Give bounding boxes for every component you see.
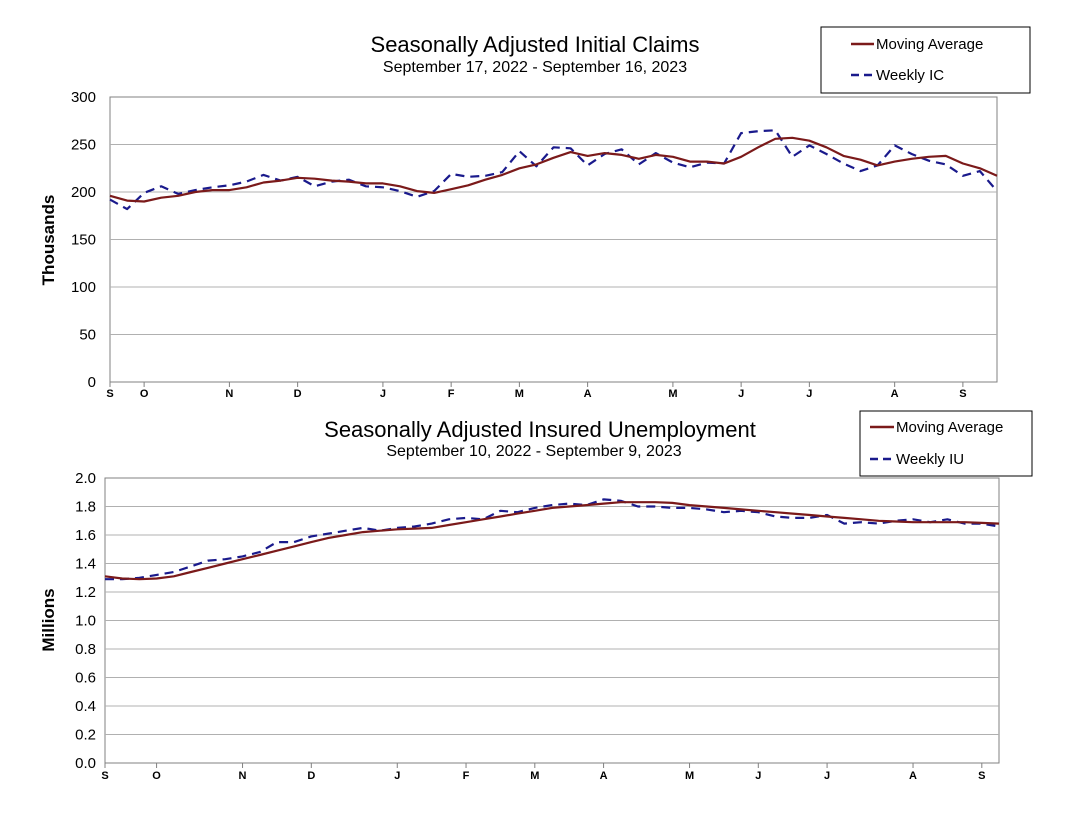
chart1-legend-moving-average-label: Moving Average	[876, 36, 983, 53]
chart2-weekly-line	[105, 498, 1000, 581]
chart1-x-tick-label: J	[738, 388, 744, 400]
chart1-y-tick-label: 150	[71, 232, 96, 249]
chart1-y-tick-label: 200	[71, 184, 96, 201]
chart1-x-tick-label: J	[806, 388, 812, 400]
chart2-x-tick-label: J	[824, 770, 830, 782]
chart2-y-tick-label: 0.6	[75, 670, 96, 687]
chart2-y-tick-label: 0.8	[75, 641, 96, 658]
chart1-x-tick-label: N	[225, 388, 233, 400]
chart1-legend-box	[820, 26, 1031, 94]
chart1-x-tick-label: S	[959, 388, 966, 400]
chart2-title: Seasonally Adjusted Insured Unemployment	[324, 417, 756, 442]
chart1-legend-weekly-label: Weekly IC	[876, 67, 944, 84]
chart1-x-tick-label: A	[891, 388, 899, 400]
chart2-y-tick-label: 2.0	[75, 470, 96, 487]
chart1-y-tick-label: 250	[71, 137, 96, 154]
chart1-y-tick-label: 50	[79, 327, 96, 344]
chart1-weekly-line	[109, 129, 998, 211]
chart2-x-tick-label: J	[755, 770, 761, 782]
chart2-x-tick-label: D	[307, 770, 315, 782]
chart2-x-tick-label: M	[530, 770, 539, 782]
chart2-y-tick-label: 0.0	[75, 755, 96, 772]
chart1-x-tick-label: M	[515, 388, 524, 400]
chart2-x-tick-label: F	[463, 770, 470, 782]
initial-claims-chart: Seasonally Adjusted Initial Claims Septe…	[39, 26, 1031, 400]
chart2-x-tick-label: A	[909, 770, 917, 782]
chart1-x-tick-label: M	[668, 388, 677, 400]
chart1-moving-average-line	[109, 136, 998, 203]
chart1-x-tick-label: O	[140, 388, 149, 400]
chart1-x-tick-label: S	[106, 388, 113, 400]
chart2-y-tick-label: 1.4	[75, 556, 96, 573]
chart2-legend-weekly-label: Weekly IU	[896, 451, 964, 468]
chart2-x-tick-label: J	[394, 770, 400, 782]
chart2-y-tick-label: 1.2	[75, 584, 96, 601]
chart1-y-ticks: 0 50 100 150 200 250 300	[71, 89, 96, 391]
chart1-x-tick-label: D	[294, 388, 302, 400]
chart2-y-tick-label: 1.0	[75, 613, 96, 630]
chart1-x-tick-label: J	[380, 388, 386, 400]
chart2-gridlines	[105, 506, 999, 735]
chart2-y-tick-label: 1.6	[75, 527, 96, 544]
chart2-x-tick-label: S	[101, 770, 108, 782]
chart1-x-tick-label: A	[584, 388, 592, 400]
chart1-y-axis-label: Thousands	[39, 195, 58, 286]
chart1-gridlines	[110, 144, 997, 335]
chart2-y-ticks: 0.0 0.2 0.4 0.6 0.8 1.0 1.2 1.4 1.6 1.8 2.0	[75, 470, 96, 772]
chart2-x-tick-label: O	[152, 770, 161, 782]
chart1-title: Seasonally Adjusted Initial Claims	[371, 32, 700, 57]
chart1-subtitle: September 17, 2022 - September 16, 2023	[383, 59, 687, 76]
chart2-series	[104, 498, 1000, 581]
chart1-x-tick-label: F	[448, 388, 455, 400]
chart2-x-tick-label: S	[978, 770, 985, 782]
chart2-x-tick-label: M	[685, 770, 694, 782]
chart1-legend: Moving Average Weekly IC	[820, 26, 1031, 94]
chart2-legend: Moving Average Weekly IU	[859, 410, 1033, 477]
chart2-y-tick-label: 0.2	[75, 727, 96, 744]
insured-unemployment-chart: Seasonally Adjusted Insured Unemployment…	[39, 410, 1033, 782]
chart2-y-tick-label: 0.4	[75, 698, 96, 715]
chart2-moving-average-line	[104, 501, 1000, 581]
chart1-y-tick-label: 100	[71, 279, 96, 296]
chart1-y-tick-label: 0	[88, 374, 96, 391]
chart1-y-tick-label: 300	[71, 89, 96, 106]
chart2-x-tick-label: N	[239, 770, 247, 782]
chart2-subtitle: September 10, 2022 - September 9, 2023	[386, 443, 681, 460]
chart2-y-axis-label: Millions	[39, 588, 58, 651]
chart1-series	[109, 129, 998, 211]
chart2-x-tick-label: A	[600, 770, 608, 782]
chart2-legend-moving-average-label: Moving Average	[896, 419, 1003, 436]
chart2-legend-box	[859, 410, 1033, 477]
chart2-y-tick-label: 1.8	[75, 499, 96, 516]
